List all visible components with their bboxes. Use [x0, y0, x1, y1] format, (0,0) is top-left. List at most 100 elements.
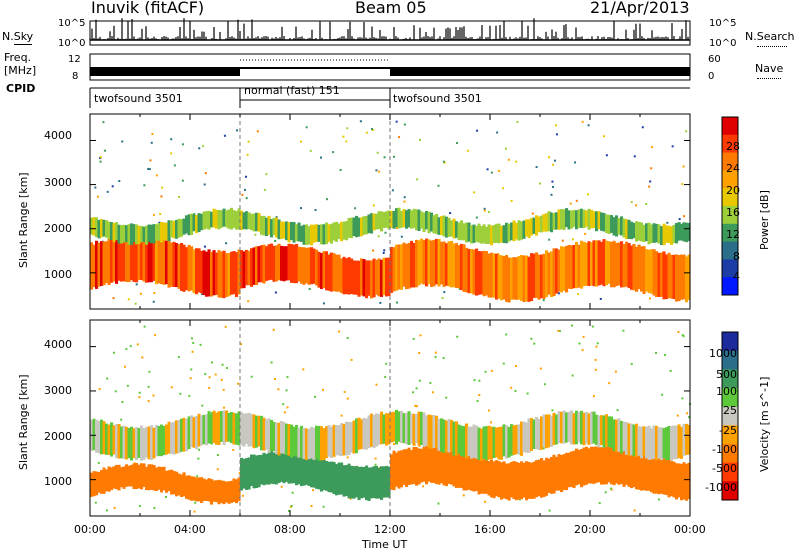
velocity-band-cell [272, 421, 276, 452]
velocity-band-cell [197, 413, 201, 447]
velocity-band-cell [140, 425, 144, 461]
velocity-band-cell [522, 421, 526, 453]
velocity-band-cell [190, 415, 194, 448]
velocity-band-cell [447, 419, 451, 453]
velocity-band-cell [95, 419, 99, 453]
power-scatter-cell [383, 156, 386, 159]
power-scatter-cell [236, 129, 239, 132]
velocity-band-cell [147, 426, 151, 460]
velocity-cb-title: Velocity [m s^-1] [758, 376, 771, 472]
velocity-scatter-cell [610, 488, 613, 491]
power-band-cell [462, 244, 466, 292]
velocity-band-cell [517, 424, 521, 455]
velocity-scatter-cell [222, 388, 225, 391]
power-band-cell [350, 217, 354, 239]
velocity-scatter-cell [350, 358, 353, 361]
power-colorbar-segment [722, 152, 738, 171]
power-band-cell [257, 213, 261, 232]
velocity-band-cell [245, 458, 249, 490]
velocity-scatter-cell [138, 504, 141, 507]
nsky-label: N.Sky [2, 30, 34, 43]
velocity-band-cell [210, 414, 214, 445]
power-cb-tick-28: 28 [726, 140, 740, 153]
velocity-band-cell [552, 412, 556, 446]
velocity-band-cell [635, 423, 639, 457]
power-band-cell [510, 222, 514, 241]
power-band-cell [335, 254, 339, 292]
power-band-cell [155, 224, 159, 241]
power-scatter-cell [383, 249, 386, 252]
power-band-cell [325, 222, 329, 245]
velocity-band-cell [275, 452, 279, 485]
power-band-cell [127, 224, 131, 245]
velocity-band-cell [165, 470, 169, 493]
power-band-cell [352, 217, 356, 237]
nave-tick-top: 60 [708, 54, 721, 65]
power-scatter-cell [581, 120, 584, 123]
power-band-cell [300, 225, 304, 242]
velocity-band-cell [680, 426, 684, 459]
power-scatter-cell [678, 218, 681, 221]
power-band-cell [625, 241, 629, 287]
velocity-band-cell [117, 464, 121, 491]
power-band-cell [477, 251, 481, 295]
velocity-scatter-cell [598, 502, 601, 505]
power-band-cell [402, 242, 406, 287]
power-band-cell [110, 222, 114, 241]
velocity-scatter-cell [147, 400, 150, 403]
power-band-cell [237, 249, 241, 295]
power-band-cell [602, 239, 606, 287]
velocity-band-cell [630, 450, 634, 489]
velocity-band-cell [542, 414, 546, 448]
velocity-band-cell [375, 413, 379, 447]
velocity-band-cell [150, 464, 154, 490]
power-scatter-cell [554, 124, 557, 127]
power-band-cell [607, 241, 611, 284]
power-scatter-cell [159, 212, 162, 215]
power-scatter-cell [103, 149, 106, 152]
power-band-cell [105, 220, 109, 238]
power-scatter-cell [584, 232, 587, 235]
power-cb-tick-4: 4 [733, 270, 740, 283]
velocity-band-cell [217, 479, 221, 505]
velocity-band-cell [410, 450, 414, 485]
velocity-scatter-cell [222, 406, 225, 409]
power-band-cell [402, 209, 406, 228]
power-band-cell [597, 211, 601, 230]
power-band-cell [575, 210, 579, 230]
velocity-band-cell [382, 466, 386, 498]
velocity-band-cell [637, 451, 641, 490]
velocity-band-cell [120, 426, 124, 459]
velocity-scatter-cell [94, 501, 97, 504]
power-band-cell [670, 226, 674, 245]
velocity-band-cell [102, 467, 106, 494]
power-band-cell [240, 250, 244, 289]
power-band-cell [555, 248, 559, 294]
power-scatter-cell [314, 209, 317, 212]
velocity-band-cell [387, 413, 391, 445]
velocity-band-cell [670, 460, 674, 497]
freq-unit-label: [MHz] [4, 64, 37, 77]
velocity-band-cell [575, 410, 579, 445]
power-band-cell [292, 244, 296, 284]
velocity-scatter-cell [310, 504, 313, 507]
power-band-cell [410, 210, 414, 229]
velocity-scatter-cell [412, 391, 415, 394]
freq-bar-2 [390, 67, 690, 76]
power-band-cell [627, 219, 631, 239]
power-band-cell [125, 225, 129, 243]
velocity-band-cell [550, 456, 554, 494]
power-scatter-cell [371, 128, 374, 131]
velocity-scatter-cell [418, 352, 421, 355]
power-band-cell [490, 225, 494, 246]
power-band-cell [495, 223, 499, 243]
velocity-band-cell [337, 425, 341, 456]
power-band-cell [305, 247, 309, 284]
velocity-scatter-cell [412, 337, 415, 340]
velocity-scatter-cell [322, 388, 325, 391]
power-band-cell [505, 255, 509, 302]
velocity-band-cell [470, 453, 474, 491]
power-band-cell [162, 238, 166, 285]
velocity-band-cell [325, 460, 329, 491]
velocity-band-cell [122, 466, 126, 489]
